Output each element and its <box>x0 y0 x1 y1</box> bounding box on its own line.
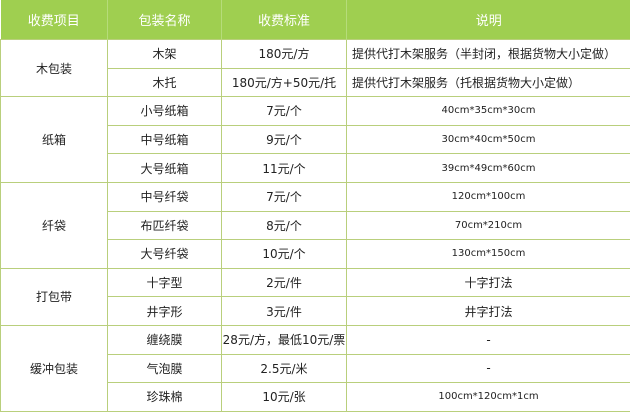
table-row: 纤袋 中号纤袋 7元/个 120cm*100cm <box>0 181 630 269</box>
package-name-cell: 小号纸箱 <box>107 96 222 126</box>
table-row: 缓冲包装 缠绕膜 28元/方，最低10元/票 - <box>0 324 630 412</box>
price-cell: 180元/方 <box>221 39 347 69</box>
package-name-cell: 井字形 <box>107 296 222 326</box>
header-price: 收费标准 <box>221 0 347 40</box>
table-row: 珍珠棉 10元/张 100cm*120cm*1cm <box>1 382 630 412</box>
price-cell: 7元/个 <box>221 181 347 212</box>
category-cell: 打包带 <box>0 267 108 326</box>
header-note: 说明 <box>346 0 630 40</box>
category-cell: 缓冲包装 <box>0 324 108 412</box>
note-cell: 提供代打木架服务（托根据货物大小定做） <box>346 67 630 98</box>
header-category: 收费项目 <box>0 0 108 40</box>
note-cell: 39cm*49cm*60cm <box>346 153 630 183</box>
note-cell: 120cm*100cm <box>346 181 630 212</box>
table-row: 气泡膜 2.5元/米 - <box>1 353 630 384</box>
table-row: 纸箱 小号纸箱 7元/个 40cm*35cm*30cm <box>0 96 630 183</box>
package-name-cell: 木架 <box>107 39 222 69</box>
note-cell: 30cm*40cm*50cm <box>346 124 630 155</box>
note-cell: 提供代打木架服务（半封闭，根据货物大小定做） <box>346 39 630 69</box>
price-cell: 3元/件 <box>221 296 347 326</box>
table-row: 木包装 木架 180元/方 提供代打木架服务（半封闭，根据货物大小定做） <box>0 38 630 98</box>
note-cell: 十字打法 <box>346 267 630 298</box>
package-name-cell: 珍珠棉 <box>107 382 222 412</box>
package-name-cell: 中号纸箱 <box>107 124 222 155</box>
package-name-cell: 布匹纤袋 <box>107 210 222 241</box>
category-cell: 木包装 <box>0 38 108 98</box>
table-row: 打包带 十字型 2元/件 十字打法 <box>0 267 630 326</box>
package-name-cell: 大号纸箱 <box>107 153 222 183</box>
table-row: 大号纸箱 11元/个 39cm*49cm*60cm <box>1 153 630 183</box>
note-cell: - <box>346 324 630 355</box>
price-cell: 9元/个 <box>221 124 347 155</box>
package-name-cell: 大号纤袋 <box>107 239 222 269</box>
table-header-row: 收费项目 包装名称 收费标准 说明 <box>0 0 630 40</box>
price-cell: 8元/个 <box>221 210 347 241</box>
price-cell: 28元/方，最低10元/票 <box>221 324 347 355</box>
package-name-cell: 缠绕膜 <box>107 324 222 355</box>
package-name-cell: 十字型 <box>107 267 222 298</box>
package-name-cell: 气泡膜 <box>107 353 222 384</box>
note-cell: 130cm*150cm <box>346 239 630 269</box>
package-name-cell: 木托 <box>107 67 222 98</box>
price-cell: 180元/方+50元/托 <box>221 67 347 98</box>
note-cell: - <box>346 353 630 384</box>
price-cell: 10元/个 <box>221 239 347 269</box>
price-cell: 7元/个 <box>221 96 347 126</box>
table-row: 井字形 3元/件 井字打法 <box>1 296 630 326</box>
note-cell: 70cm*210cm <box>346 210 630 241</box>
category-cell: 纤袋 <box>0 181 108 269</box>
note-cell: 100cm*120cm*1cm <box>346 382 630 412</box>
category-cell: 纸箱 <box>0 96 108 183</box>
note-cell: 井字打法 <box>346 296 630 326</box>
header-package-name: 包装名称 <box>107 0 222 40</box>
price-cell: 2元/件 <box>221 267 347 298</box>
table-row: 中号纸箱 9元/个 30cm*40cm*50cm <box>1 124 630 155</box>
table-body: 木包装 木架 180元/方 提供代打木架服务（半封闭，根据货物大小定做） 木托 180元/… <box>0 38 630 412</box>
note-cell: 40cm*35cm*30cm <box>346 96 630 126</box>
price-cell: 2.5元/米 <box>221 353 347 384</box>
table-row: 大号纤袋 10元/个 130cm*150cm <box>1 239 630 269</box>
package-name-cell: 中号纤袋 <box>107 181 222 212</box>
price-cell: 10元/张 <box>221 382 347 412</box>
price-cell: 11元/个 <box>221 153 347 183</box>
